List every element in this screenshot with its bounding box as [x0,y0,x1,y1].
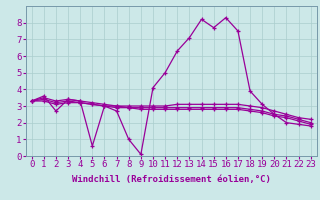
X-axis label: Windchill (Refroidissement éolien,°C): Windchill (Refroidissement éolien,°C) [72,175,271,184]
